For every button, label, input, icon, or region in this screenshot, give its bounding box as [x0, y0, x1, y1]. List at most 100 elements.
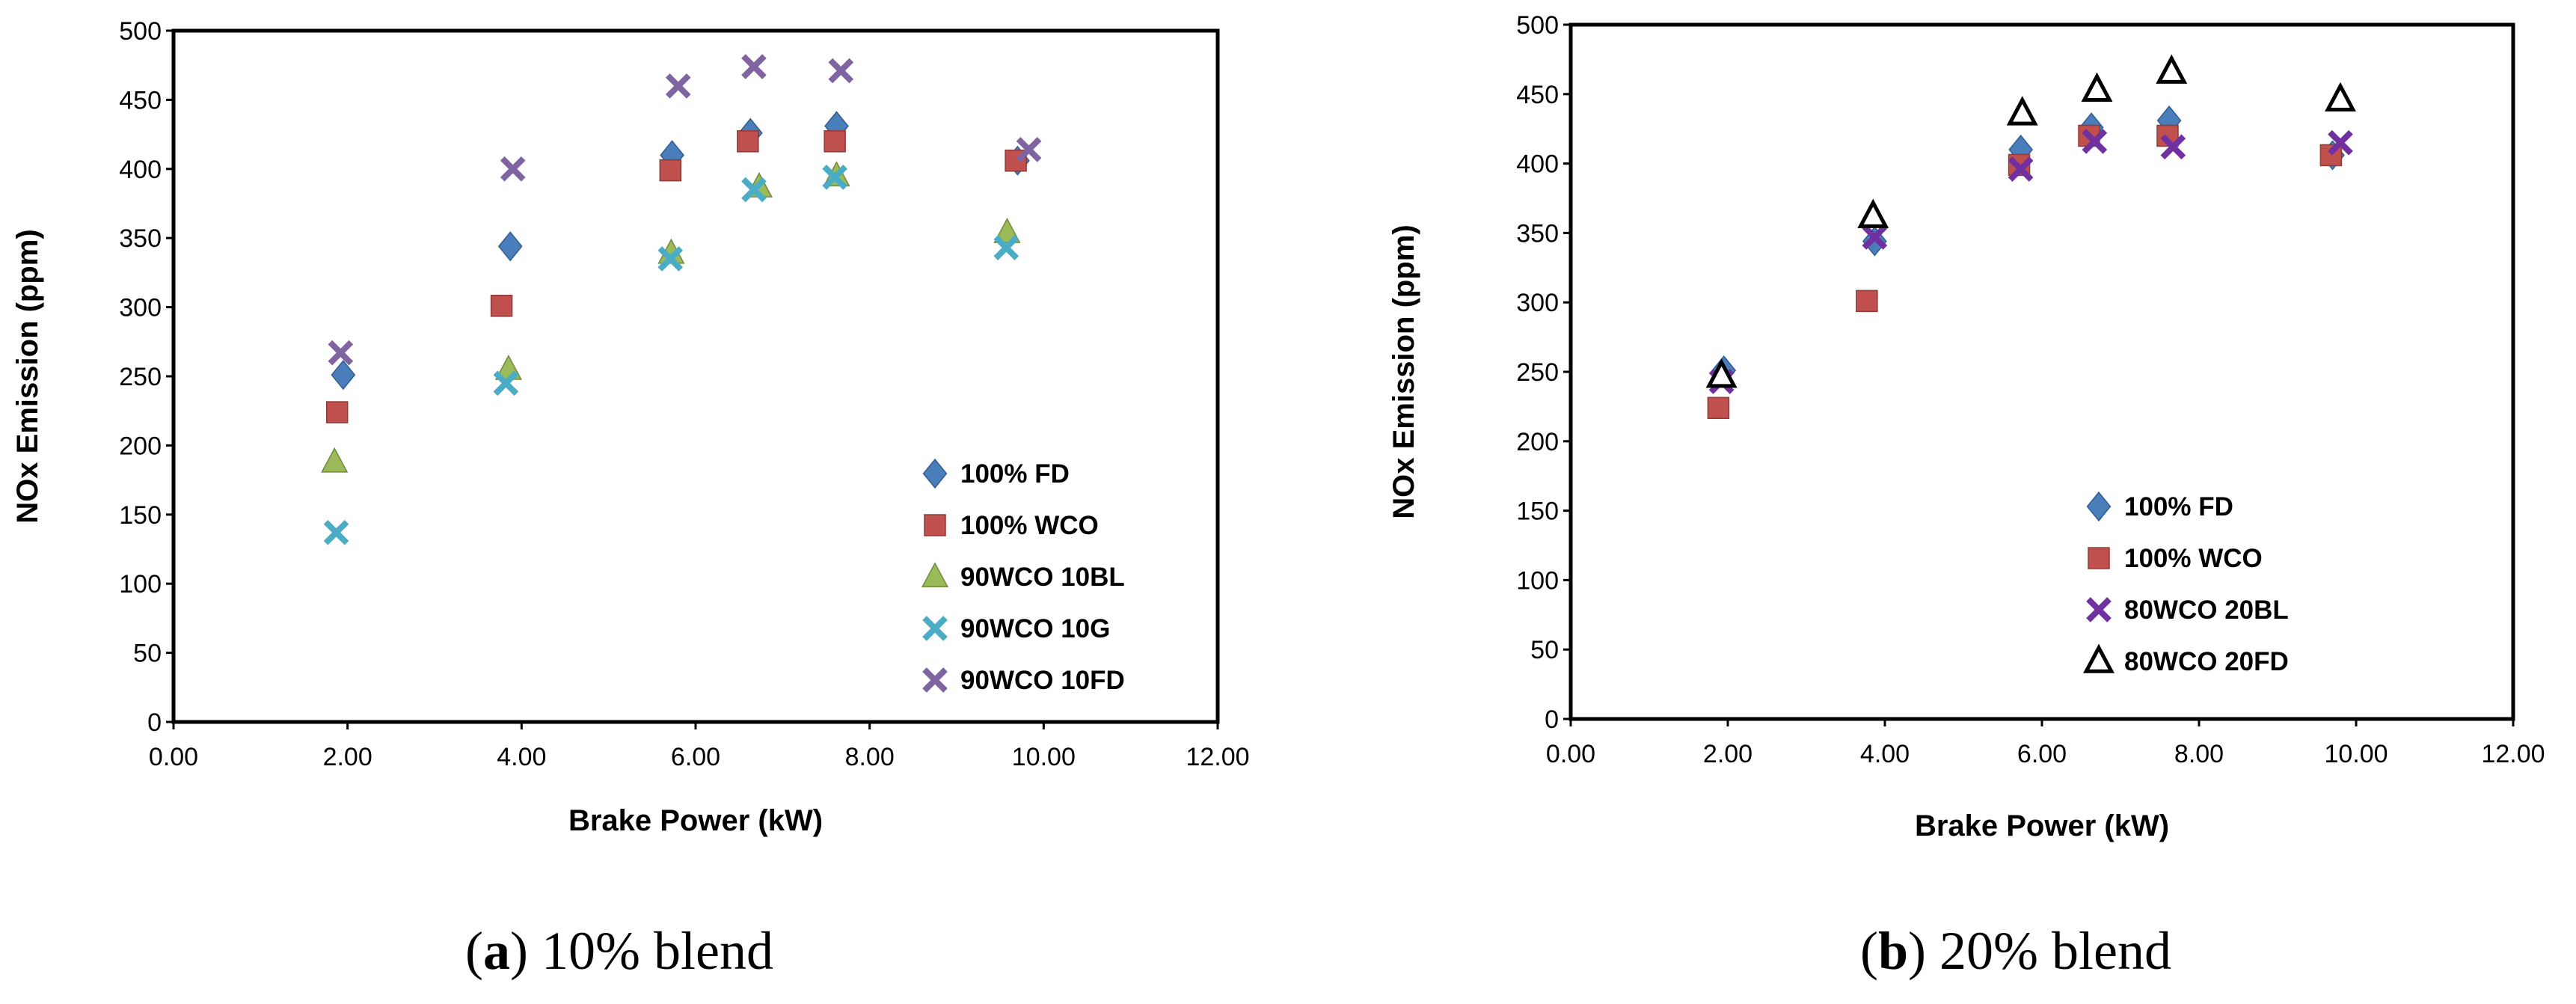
y-tick-label: 0	[147, 708, 162, 737]
y-tick-label: 500	[119, 17, 162, 46]
series-100-wco	[325, 130, 1027, 423]
data-point	[2160, 134, 2186, 160]
data-point	[1862, 224, 1888, 250]
data-point	[325, 401, 349, 423]
data-point	[665, 73, 691, 99]
caption-a: (a) 10% blend	[465, 921, 773, 981]
y-tick-label: 0	[1545, 705, 1559, 734]
data-point	[1857, 198, 1889, 228]
y-tick-label: 300	[1516, 289, 1559, 317]
data-point	[659, 159, 682, 182]
x-axis-title: Brake Power (kW)	[568, 804, 823, 837]
y-tick-label: 450	[119, 86, 162, 114]
y-tick-label: 250	[119, 363, 162, 391]
x-tick-label: 8.00	[2174, 740, 2224, 768]
x-tick-label: 2.00	[323, 743, 372, 771]
y-tick-label: 50	[133, 640, 162, 668]
legend-marker-100-wco	[924, 514, 946, 536]
x-tick-label: 8.00	[845, 743, 895, 771]
y-axis-title: NOx Emission (ppm)	[1387, 224, 1420, 518]
data-point	[824, 130, 846, 153]
x-tick-label: 10.00	[1012, 743, 1076, 771]
x-axis-title: Brake Power (kW)	[1915, 809, 2169, 842]
data-point	[500, 156, 526, 182]
data-point	[2328, 129, 2353, 156]
y-tick-label: 400	[119, 156, 162, 184]
caption-a-text: 10% blend	[528, 921, 773, 981]
y-tick-label: 450	[1516, 81, 1559, 109]
legend-marker-90wco-10g	[922, 616, 948, 641]
legend: 100% FD 100% WCO 90WCO 10BL 90WCO 10G 90WCO …	[921, 458, 1125, 695]
legend-label-100-wco: 100% WCO	[2124, 544, 2263, 573]
data-point	[323, 519, 349, 545]
x-tick-label: 10.00	[2324, 740, 2388, 768]
data-point	[1016, 137, 1042, 162]
data-point	[328, 340, 354, 366]
data-point	[993, 235, 1019, 260]
data-point	[497, 231, 523, 262]
data-point	[490, 295, 513, 317]
caption-b-letter: b	[1878, 921, 1908, 981]
legend-label-100-fd: 100% FD	[960, 459, 1070, 489]
data-point	[2325, 82, 2356, 112]
x-tick-label: 6.00	[671, 743, 720, 771]
data-point	[657, 246, 684, 272]
legend-label-100-fd: 100% FD	[2124, 492, 2233, 521]
data-point	[1705, 358, 1738, 388]
x-tick-label: 6.00	[2017, 740, 2067, 768]
y-tick-label: 50	[1530, 636, 1559, 664]
legend-label-90wco-10bl: 90WCO 10BL	[960, 563, 1125, 592]
x-tick-label: 12.00	[2481, 740, 2545, 768]
data-point	[741, 54, 767, 79]
legend: 100% FD 100% WCO 80WCO 20BL 80WCO 20FD	[2083, 491, 2289, 676]
legend-label-90wco-10g: 90WCO 10G	[960, 614, 1110, 643]
data-point	[741, 177, 767, 203]
data-point	[2006, 96, 2038, 126]
series-90wco-10g	[323, 165, 1019, 545]
data-point	[493, 370, 519, 397]
y-tick-label: 350	[119, 224, 162, 253]
data-point	[828, 58, 854, 84]
caption-a-letter: a	[483, 921, 510, 981]
legend-marker-100-wco	[2088, 547, 2110, 569]
x-tick-label: 12.00	[1186, 743, 1249, 771]
series-80wco-20fd	[1705, 54, 2356, 388]
y-tick-label: 150	[1516, 498, 1559, 526]
caption-b-text: 20% blend	[1926, 921, 2171, 981]
data-point	[1707, 397, 1730, 420]
y-tick-label: 400	[1516, 150, 1559, 179]
y-tick-label: 350	[1516, 219, 1559, 248]
data-point	[2081, 72, 2113, 102]
data-point	[331, 360, 356, 391]
y-axis-title: NOx Emission (ppm)	[11, 229, 44, 523]
legend-label-80wco-20bl: 80WCO 20BL	[2124, 596, 2289, 625]
legend-marker-90wco-10bl	[921, 562, 949, 588]
y-tick-label: 300	[119, 294, 162, 322]
y-tick-label: 250	[1516, 358, 1559, 387]
chart-a: 0 50 100 150 200 250 300 350 400 450 500 0.00 2.00 4.…	[11, 17, 1250, 837]
y-tick-label: 100	[119, 570, 162, 599]
y-tick-label: 150	[119, 501, 162, 530]
caption-b: (b) 20% blend	[1860, 921, 2171, 981]
x-tick-label: 2.00	[1703, 740, 1752, 768]
data-point	[1856, 290, 1878, 313]
legend-label-80wco-20fd: 80WCO 20FD	[2124, 647, 2289, 676]
legend-marker-100-fd	[922, 458, 948, 489]
legend-marker-80wco-20bl	[2086, 597, 2112, 622]
x-tick-label: 0.00	[1546, 740, 1595, 768]
data-point	[822, 165, 847, 190]
data-point	[2008, 156, 2034, 182]
legend-marker-100-fd	[2086, 491, 2112, 522]
y-tick-label: 200	[119, 432, 162, 460]
series-90wco-10fd	[328, 54, 1042, 366]
x-tick-label: 0.00	[149, 743, 198, 771]
legend-label-100-wco: 100% WCO	[960, 511, 1099, 540]
data-point	[2082, 129, 2108, 154]
x-tick-label: 4.00	[1860, 740, 1910, 768]
y-tick-label: 200	[1516, 428, 1559, 456]
x-tick-label: 4.00	[497, 743, 546, 771]
legend-label-90wco-10fd: 90WCO 10FD	[960, 666, 1125, 695]
data-point	[737, 130, 759, 153]
legend-marker-90wco-10fd	[922, 667, 948, 693]
